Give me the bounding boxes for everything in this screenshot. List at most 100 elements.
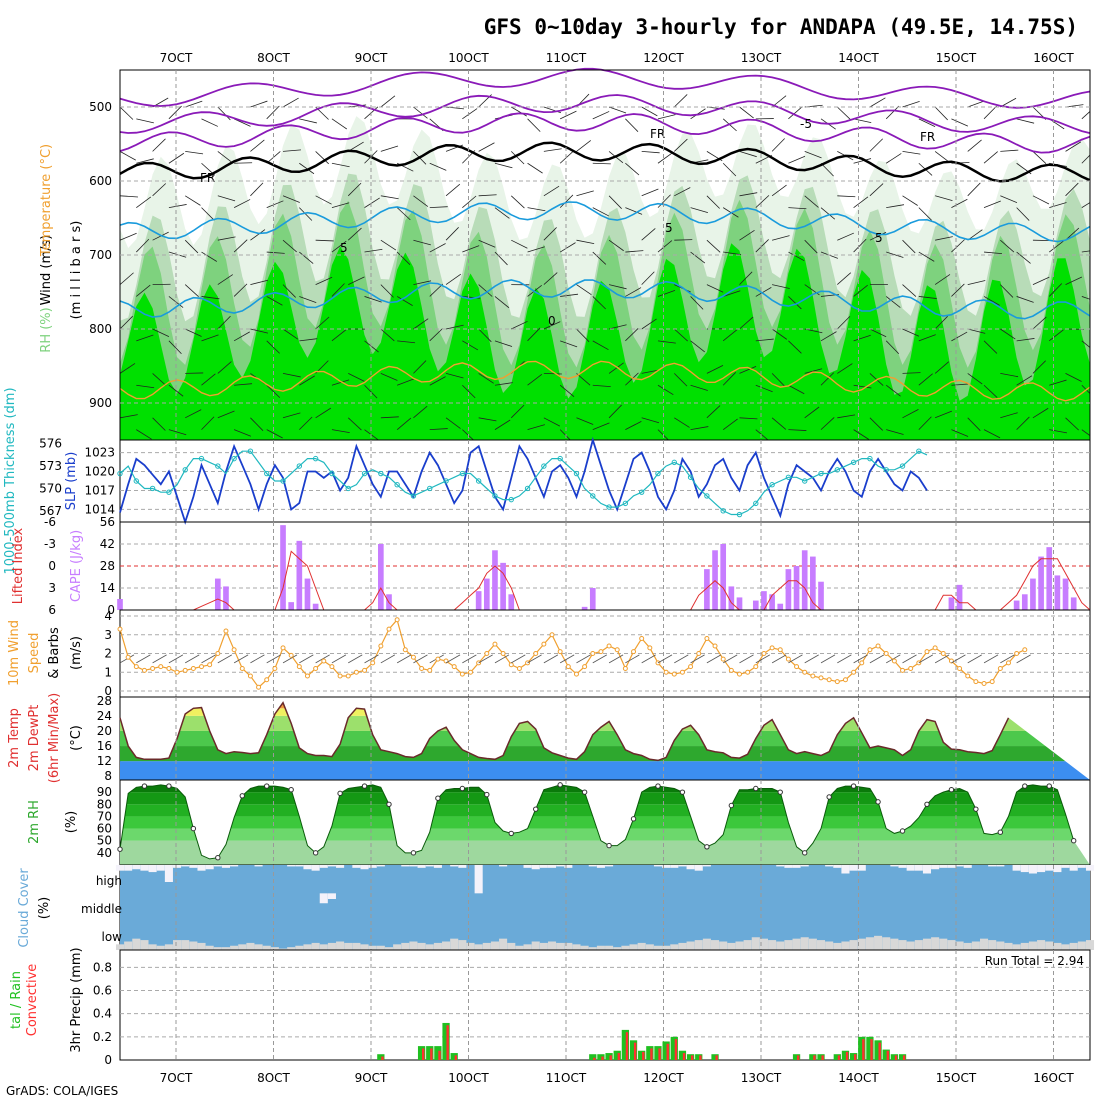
wind-barb xyxy=(886,251,904,258)
cloud-low-bar xyxy=(882,937,891,950)
precip-total-bar xyxy=(662,1041,670,1060)
contour-label: FR xyxy=(650,127,665,141)
rh-point xyxy=(361,783,368,789)
wind-speed-point xyxy=(264,677,270,683)
temp-band xyxy=(120,702,1090,709)
x-tick-label-bottom: 9OCT xyxy=(355,1071,388,1085)
cloud-low-bar xyxy=(1053,942,1062,950)
wind-barb xyxy=(1049,202,1067,209)
wind-barb xyxy=(282,373,301,378)
wind-barb xyxy=(625,372,639,386)
wind-barb xyxy=(478,239,496,248)
x-tick-label-top: 16OCT xyxy=(1033,51,1074,65)
wind-barb xyxy=(804,195,819,208)
precip-total-bar xyxy=(613,1050,621,1060)
cloud-high-gap xyxy=(996,865,1005,867)
wind-speed-point xyxy=(679,669,685,675)
ylabel-pressure-unit: (m i l l i b a r s) xyxy=(69,221,84,320)
x-tick-label-bottom: 7OCT xyxy=(160,1071,193,1085)
cloud-high-gap xyxy=(931,865,940,870)
wind-speed-point xyxy=(451,664,457,670)
wind-barb xyxy=(299,207,313,221)
upper-air-field xyxy=(120,93,1090,440)
thickness-point xyxy=(557,455,563,462)
rh-point xyxy=(117,846,123,852)
wind-barb xyxy=(380,416,399,419)
cloud-low-bar xyxy=(816,940,826,950)
cloud-low-bar xyxy=(254,944,263,950)
wind-barb-10m xyxy=(674,654,689,664)
wind-barb xyxy=(282,328,299,340)
cloud-low-bar xyxy=(368,945,377,950)
cape-bar xyxy=(1062,578,1069,610)
temp-band xyxy=(120,715,1090,731)
contour-label: 0 xyxy=(548,314,556,328)
precip-total-bar xyxy=(833,1054,841,1060)
precip-total-bar xyxy=(898,1054,907,1060)
wind-barb xyxy=(983,340,998,354)
wind-speed-point xyxy=(826,677,832,683)
wind-barb xyxy=(1000,195,1018,204)
wind-speed-point xyxy=(150,666,156,671)
wind-barb-10m xyxy=(755,654,770,664)
wind-barb xyxy=(1016,375,1033,386)
wind-speed-point xyxy=(565,664,571,670)
cloud-low-bar xyxy=(857,938,866,950)
cloud-low-bar xyxy=(352,942,361,950)
wind-barb xyxy=(543,321,561,330)
wind-barb xyxy=(560,293,579,297)
wind-speed-point xyxy=(386,626,392,632)
wind-barb xyxy=(820,207,836,220)
cape-bar xyxy=(581,606,588,610)
wind-barb xyxy=(837,106,851,120)
slp-tick-label: 1023 xyxy=(84,446,115,460)
wind-barb xyxy=(1032,195,1050,205)
wind-speed-line xyxy=(119,618,1026,689)
precip-convective-bar xyxy=(381,1056,384,1060)
wind-barb xyxy=(1000,284,1014,298)
wind-speed-point xyxy=(777,647,783,653)
wind-barb xyxy=(641,369,660,374)
cloud-low-bar xyxy=(547,941,557,950)
precip-total-bar xyxy=(858,1036,866,1060)
wind-barb xyxy=(1032,151,1047,165)
wind-barb-10m xyxy=(478,654,493,664)
wind-barb xyxy=(184,239,199,254)
cloud-high-gap xyxy=(311,865,320,871)
rh-band xyxy=(120,840,1090,865)
precip-total-bar xyxy=(417,1046,426,1060)
cloud-low-bar xyxy=(531,941,540,950)
wind-barb xyxy=(266,200,284,209)
wind-barb xyxy=(1016,296,1034,303)
wind-barb xyxy=(788,384,805,395)
cloud-high-gap xyxy=(1028,865,1037,874)
wind-speed-point xyxy=(867,647,873,653)
ylabel-temp-b: 2m DewPt xyxy=(27,705,42,772)
wind-barb xyxy=(266,384,281,398)
wind-barb xyxy=(331,329,347,342)
rh-point xyxy=(802,850,808,856)
cloud-low-bar xyxy=(874,935,883,950)
cloud-low-bar xyxy=(376,945,385,950)
cloud-high-gap xyxy=(531,865,540,870)
wind-barb xyxy=(462,384,476,399)
wind-barb xyxy=(494,382,513,386)
wind-barb xyxy=(788,296,802,310)
wind-barb xyxy=(576,140,591,152)
wind-speed-point xyxy=(125,654,131,660)
wind-barb xyxy=(657,240,673,253)
wind-barb xyxy=(120,414,138,419)
cloud-high-gap xyxy=(401,865,410,867)
cloud-low-bar xyxy=(645,944,654,950)
x-tick-label-bottom: 15OCT xyxy=(936,1071,977,1085)
rh-point xyxy=(728,802,735,809)
wind-barb xyxy=(983,105,997,120)
x-tick-label-top: 12OCT xyxy=(643,51,684,65)
cloud-low-bar xyxy=(140,940,149,950)
wind-speed-point xyxy=(614,647,620,653)
cloud-high-gap xyxy=(376,865,385,867)
cloud-high-gap xyxy=(694,865,703,871)
cloud-low-bar xyxy=(800,937,809,950)
thickness-point xyxy=(834,467,841,473)
thickness-point xyxy=(280,478,286,484)
